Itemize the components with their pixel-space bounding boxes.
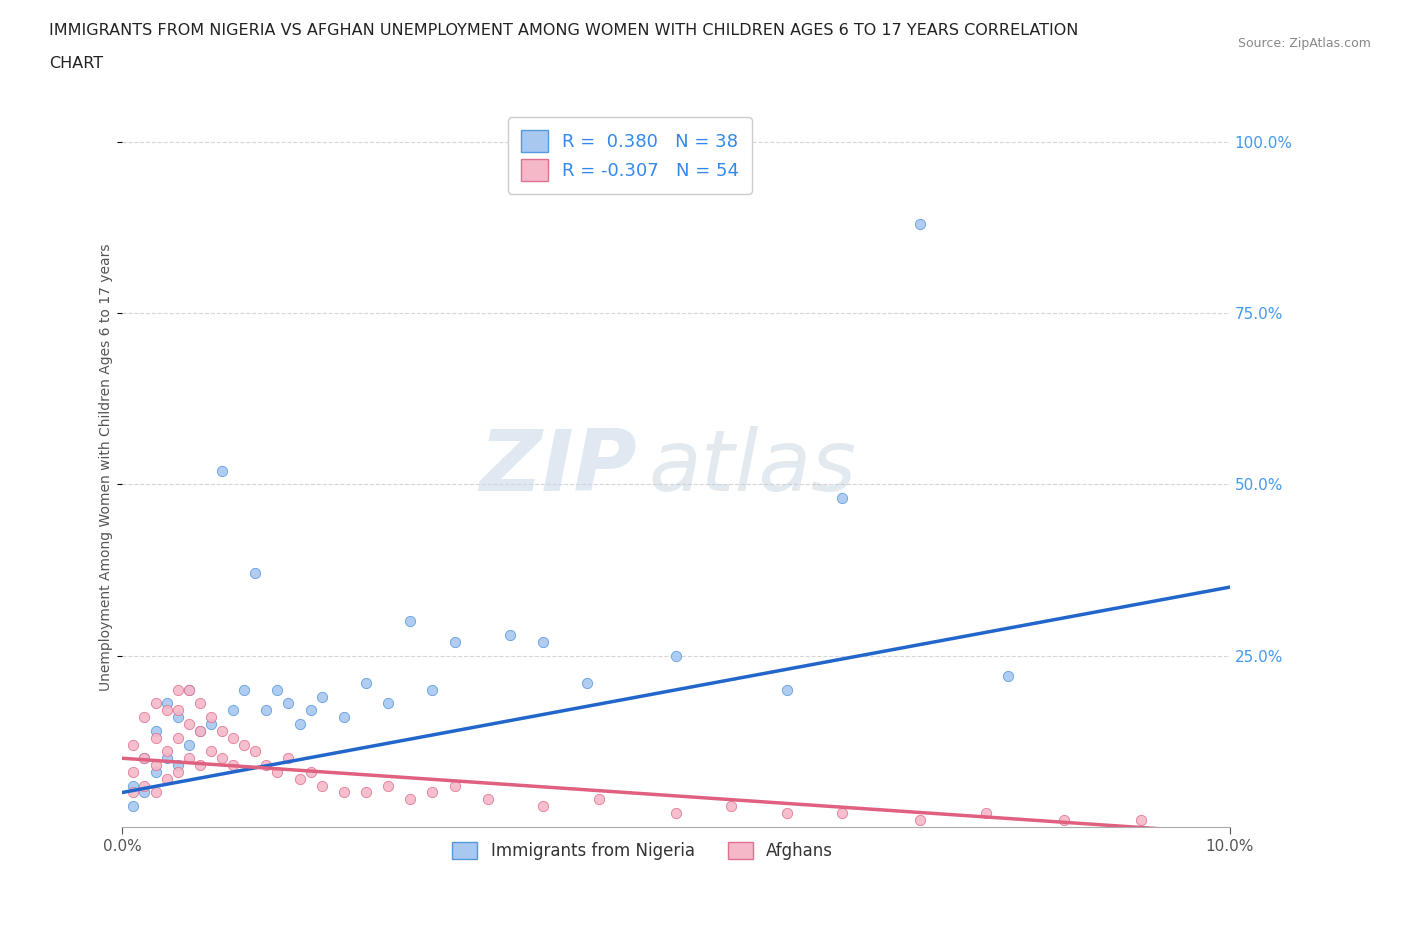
Point xyxy=(145,730,167,745)
Point xyxy=(1052,813,1074,828)
Point xyxy=(477,791,499,806)
Point xyxy=(211,751,233,765)
Point xyxy=(333,785,356,800)
Point xyxy=(266,764,288,779)
Point xyxy=(354,675,377,690)
Point xyxy=(177,717,200,732)
Point xyxy=(188,758,211,773)
Point xyxy=(166,683,188,698)
Point xyxy=(588,791,610,806)
Point xyxy=(665,648,688,663)
Point xyxy=(200,744,222,759)
Point xyxy=(188,724,211,738)
Point xyxy=(222,758,245,773)
Point xyxy=(211,463,233,478)
Point xyxy=(422,785,444,800)
Point xyxy=(211,724,233,738)
Point xyxy=(245,566,267,581)
Text: ZIP: ZIP xyxy=(479,426,637,509)
Point xyxy=(254,758,277,773)
Point xyxy=(177,683,200,698)
Point xyxy=(776,683,799,698)
Point xyxy=(1130,813,1153,828)
Point xyxy=(134,778,156,793)
Point xyxy=(531,799,554,814)
Point xyxy=(156,771,179,786)
Point xyxy=(245,744,267,759)
Point xyxy=(145,696,167,711)
Point xyxy=(166,703,188,718)
Point xyxy=(665,805,688,820)
Point xyxy=(166,764,188,779)
Point xyxy=(177,751,200,765)
Point xyxy=(122,799,145,814)
Point xyxy=(156,703,179,718)
Legend: Immigrants from Nigeria, Afghans: Immigrants from Nigeria, Afghans xyxy=(444,834,842,869)
Point xyxy=(134,710,156,724)
Point xyxy=(443,634,465,649)
Point xyxy=(122,764,145,779)
Point xyxy=(156,744,179,759)
Point xyxy=(997,669,1019,684)
Point xyxy=(222,703,245,718)
Point xyxy=(288,717,311,732)
Point xyxy=(333,710,356,724)
Point xyxy=(166,758,188,773)
Point xyxy=(776,805,799,820)
Point xyxy=(266,683,288,698)
Point xyxy=(288,771,311,786)
Point xyxy=(299,764,322,779)
Point xyxy=(422,683,444,698)
Point xyxy=(166,710,188,724)
Text: Source: ZipAtlas.com: Source: ZipAtlas.com xyxy=(1237,37,1371,50)
Point xyxy=(531,634,554,649)
Point xyxy=(831,805,853,820)
Point xyxy=(156,751,179,765)
Y-axis label: Unemployment Among Women with Children Ages 6 to 17 years: Unemployment Among Women with Children A… xyxy=(100,244,114,691)
Point xyxy=(720,799,742,814)
Text: IMMIGRANTS FROM NIGERIA VS AFGHAN UNEMPLOYMENT AMONG WOMEN WITH CHILDREN AGES 6 : IMMIGRANTS FROM NIGERIA VS AFGHAN UNEMPL… xyxy=(49,23,1078,38)
Point xyxy=(122,737,145,752)
Point xyxy=(156,696,179,711)
Point xyxy=(974,805,997,820)
Point xyxy=(222,730,245,745)
Point xyxy=(399,614,422,629)
Point xyxy=(908,813,931,828)
Point xyxy=(277,751,299,765)
Point xyxy=(188,696,211,711)
Point xyxy=(831,491,853,506)
Point xyxy=(134,785,156,800)
Point xyxy=(377,778,399,793)
Point xyxy=(233,737,256,752)
Text: CHART: CHART xyxy=(49,56,103,71)
Text: atlas: atlas xyxy=(648,426,856,509)
Point xyxy=(145,724,167,738)
Point xyxy=(576,675,599,690)
Point xyxy=(311,778,333,793)
Point xyxy=(122,778,145,793)
Point xyxy=(177,737,200,752)
Point xyxy=(145,764,167,779)
Point xyxy=(134,751,156,765)
Point xyxy=(145,785,167,800)
Point xyxy=(166,730,188,745)
Point xyxy=(188,724,211,738)
Point xyxy=(277,696,299,711)
Point xyxy=(200,717,222,732)
Point xyxy=(233,683,256,698)
Point xyxy=(299,703,322,718)
Point xyxy=(908,217,931,232)
Point xyxy=(134,751,156,765)
Point xyxy=(399,791,422,806)
Point xyxy=(354,785,377,800)
Point xyxy=(177,683,200,698)
Point xyxy=(311,689,333,704)
Point xyxy=(499,628,522,643)
Point xyxy=(145,758,167,773)
Point xyxy=(200,710,222,724)
Point xyxy=(122,785,145,800)
Point xyxy=(377,696,399,711)
Point xyxy=(443,778,465,793)
Point xyxy=(254,703,277,718)
